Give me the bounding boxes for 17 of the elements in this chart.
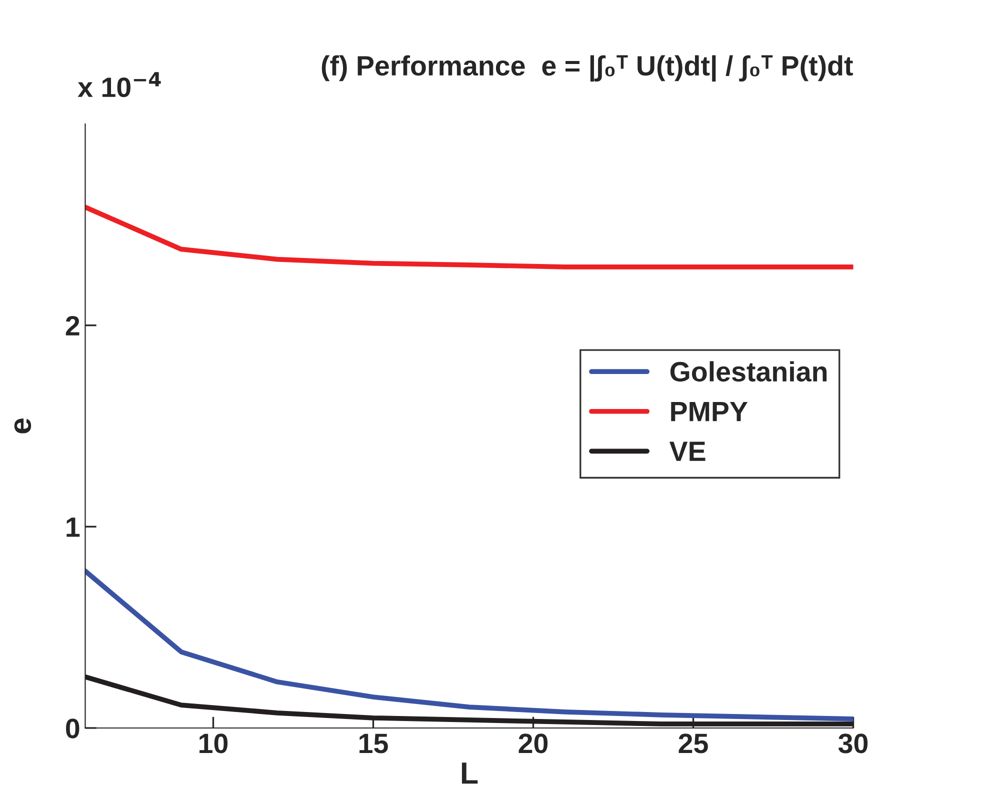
y-axis-title: e	[14, 418, 32, 434]
legend-label: Golestanian	[670, 361, 827, 382]
chart-title: (f) Performance e = |∫₀ᵀ U(t)dt| / ∫₀ᵀ P(t)dt	[322, 55, 853, 82]
x-tick-label: 30	[838, 734, 868, 754]
y-tick-label: 2	[66, 316, 80, 336]
y-tick-label: 0	[66, 718, 80, 738]
x-tick-label: 10	[200, 734, 228, 754]
y-tick-label: 1	[66, 518, 80, 537]
x-tick-label: 15	[360, 734, 388, 754]
line-series	[85, 204, 854, 270]
x-tick-label: 20	[518, 734, 548, 754]
x-tick-label: 25	[678, 734, 708, 754]
legend-label: VE	[669, 442, 706, 461]
legend-label: PMPY	[671, 402, 748, 422]
text: x 10$^{−4}$	[78, 72, 161, 98]
x-axis-title: L	[462, 762, 478, 784]
line-series	[85, 568, 854, 722]
